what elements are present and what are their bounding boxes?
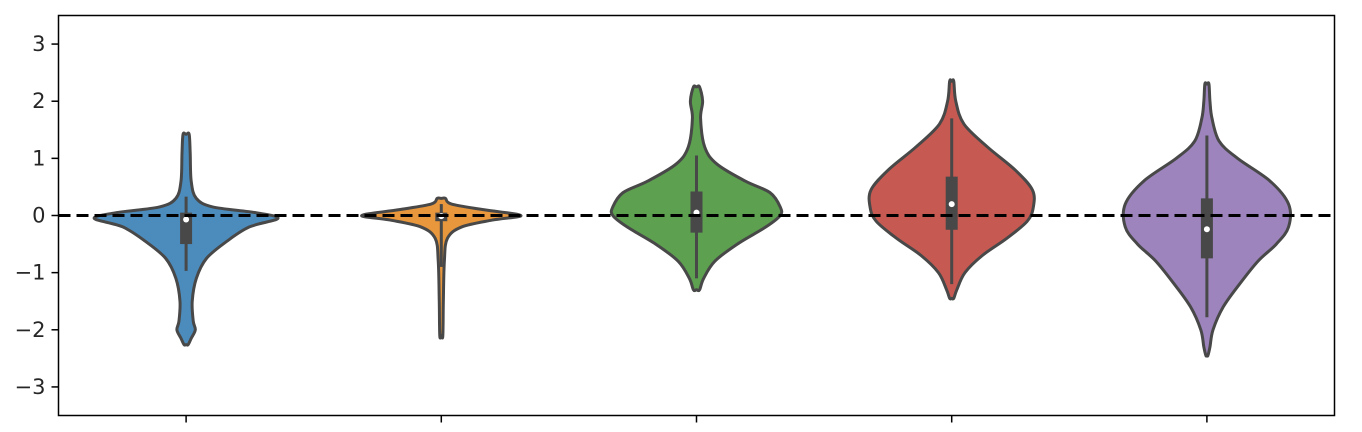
y-tick-label: −3 — [15, 375, 46, 399]
violin-group — [1123, 83, 1290, 356]
violin-group — [362, 198, 521, 338]
violin-group — [869, 80, 1034, 299]
violin-group — [611, 86, 782, 291]
y-axis: 3 2 1 0 −1 −2 −3 — [15, 32, 59, 399]
y-tick-label: 1 — [32, 146, 45, 170]
y-tick-label: 3 — [32, 32, 45, 56]
violin-median-point — [183, 217, 189, 223]
violins-layer — [94, 80, 1290, 356]
violin-group — [94, 133, 278, 345]
x-axis — [186, 416, 1207, 423]
y-tick-label: 2 — [32, 89, 45, 113]
y-tick-label: 0 — [32, 204, 45, 228]
violin-median-point — [1204, 226, 1210, 232]
violin-median-point — [949, 201, 955, 207]
y-tick-label: −2 — [15, 318, 46, 342]
y-tick-label: −1 — [15, 261, 46, 285]
